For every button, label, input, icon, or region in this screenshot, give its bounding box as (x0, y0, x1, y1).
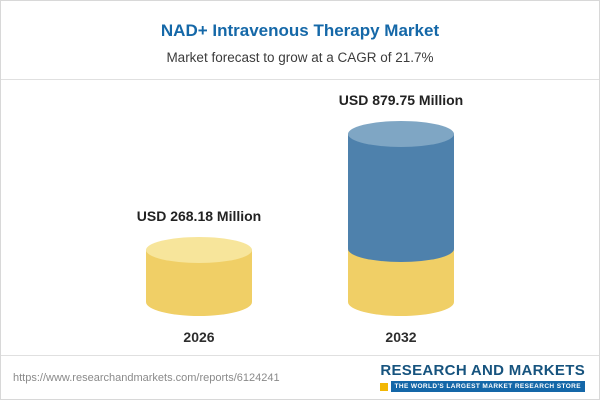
year-label-2026: 2026 (183, 329, 215, 345)
value-label-2026: USD 268.18 Million (136, 208, 262, 224)
cylinder-2032 (348, 121, 454, 316)
logo-tagline: THE WORLD'S LARGEST MARKET RESEARCH STOR… (390, 381, 585, 393)
bar-group-2026: USD 268.18 Million 2026 (119, 208, 279, 345)
chart-subtitle: Market forecast to grow at a CAGR of 21.… (166, 50, 434, 65)
logo-research-and-markets: RESEARCH AND MARKETS THE WORLD'S LARGEST… (379, 361, 585, 393)
logo-name: RESEARCH AND MARKETS (380, 361, 585, 379)
cylinder-2026 (146, 237, 252, 316)
logo-tagline-row: THE WORLD'S LARGEST MARKET RESEARCH STOR… (379, 381, 585, 393)
cylinder-2032-blue-segment (348, 134, 454, 262)
footer: https://www.researchandmarkets.com/repor… (1, 355, 599, 399)
report-url: https://www.researchandmarkets.com/repor… (13, 371, 280, 384)
chart-area: USD 268.18 Million 2026 USD 879.75 Milli… (1, 80, 599, 355)
logo-gold-square-icon (379, 382, 388, 391)
header-divider (1, 79, 599, 80)
year-label-2032: 2032 (385, 329, 417, 345)
bar-group-2032: USD 879.75 Million 2032 (321, 92, 481, 345)
cylinder-2032-top-ellipse (348, 121, 454, 147)
chart-header: NAD+ Intravenous Therapy Market Market f… (1, 1, 599, 80)
value-label-2032: USD 879.75 Million (338, 92, 464, 108)
chart-title: NAD+ Intravenous Therapy Market (160, 21, 440, 40)
cylinder-2026-top-ellipse (146, 237, 252, 263)
